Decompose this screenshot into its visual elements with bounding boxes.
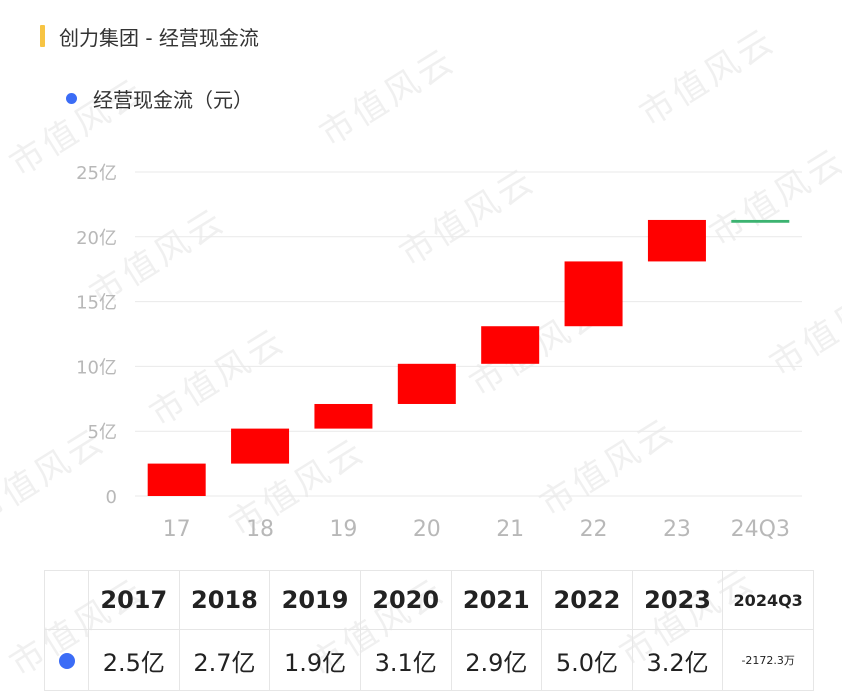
table-header-cell: 2018 <box>178 570 271 630</box>
chart-title: 创力集团 - 经营现金流 <box>59 25 259 50</box>
legend[interactable]: 经营现金流（元） <box>66 84 253 113</box>
y-tick-label: 15亿 <box>76 293 117 314</box>
y-tick-label: 0 <box>106 487 117 508</box>
table-header-cell: 2020 <box>359 570 452 630</box>
waterfall-bar[interactable] <box>397 363 456 404</box>
table-header-cell: 2024Q3 <box>722 570 814 630</box>
x-axis-ticks: 17 18 19 20 21 22 23 24Q3 <box>163 517 790 542</box>
legend-dot-icon <box>66 93 77 104</box>
waterfall-bar[interactable] <box>731 219 790 223</box>
x-tick-label: 19 <box>329 517 357 542</box>
x-tick-label: 17 <box>163 517 191 542</box>
title-accent <box>40 25 45 47</box>
bars <box>147 219 790 496</box>
waterfall-chart: 0 5亿 10亿 15亿 20亿 25亿 17 18 19 20 21 22 23 24Q3 <box>76 163 802 542</box>
data-table: 2017 2018 2019 2020 2021 2022 2023 2024Q… <box>44 570 814 691</box>
table-value-cell: 2.9亿 <box>450 629 543 691</box>
table-header-cell: 2022 <box>541 570 633 630</box>
x-tick-label: 23 <box>663 517 691 542</box>
y-tick-label: 5亿 <box>88 422 117 443</box>
table-header-row: 2017 2018 2019 2020 2021 2022 2023 2024Q… <box>44 570 814 630</box>
chart-title-bar: 创力集团 - 经营现金流 <box>40 24 259 50</box>
table-value-cell: 2.7亿 <box>178 629 271 691</box>
table-value-cell: 5.0亿 <box>541 629 633 691</box>
x-tick-label: 24Q3 <box>731 517 790 542</box>
waterfall-bar[interactable] <box>481 326 540 364</box>
table-header-cell: 2023 <box>631 570 724 630</box>
legend-label: 经营现金流（元） <box>93 88 253 112</box>
x-tick-label: 20 <box>413 517 441 542</box>
waterfall-bar[interactable] <box>314 403 373 429</box>
table-header-cell: 2017 <box>88 570 180 630</box>
waterfall-bar[interactable] <box>231 428 290 464</box>
waterfall-bar[interactable] <box>564 261 623 327</box>
x-tick-label: 22 <box>580 517 608 542</box>
table-value-cell: 2.5亿 <box>88 629 180 691</box>
y-tick-label: 25亿 <box>76 163 117 184</box>
table-value-cell: 3.2亿 <box>631 629 724 691</box>
x-tick-label: 18 <box>246 517 274 542</box>
table-corner-cell <box>44 570 89 630</box>
waterfall-bar[interactable] <box>147 463 206 496</box>
waterfall-bar[interactable] <box>647 219 706 262</box>
table-header-cell: 2021 <box>450 570 543 630</box>
y-axis-ticks: 0 5亿 10亿 15亿 20亿 25亿 <box>76 163 117 508</box>
table-value-cell: -2172.3万 <box>722 629 814 691</box>
table-series-marker <box>44 629 89 691</box>
x-tick-label: 21 <box>496 517 524 542</box>
table-row: 2.5亿 2.7亿 1.9亿 3.1亿 2.9亿 5.0亿 3.2亿 -2172… <box>44 629 814 691</box>
series-dot-icon <box>58 653 75 669</box>
table-value-cell: 1.9亿 <box>269 629 361 691</box>
y-tick-label: 20亿 <box>76 228 117 249</box>
table-value-cell: 3.1亿 <box>359 629 452 691</box>
y-tick-label: 10亿 <box>76 357 117 378</box>
table-header-cell: 2019 <box>269 570 361 630</box>
